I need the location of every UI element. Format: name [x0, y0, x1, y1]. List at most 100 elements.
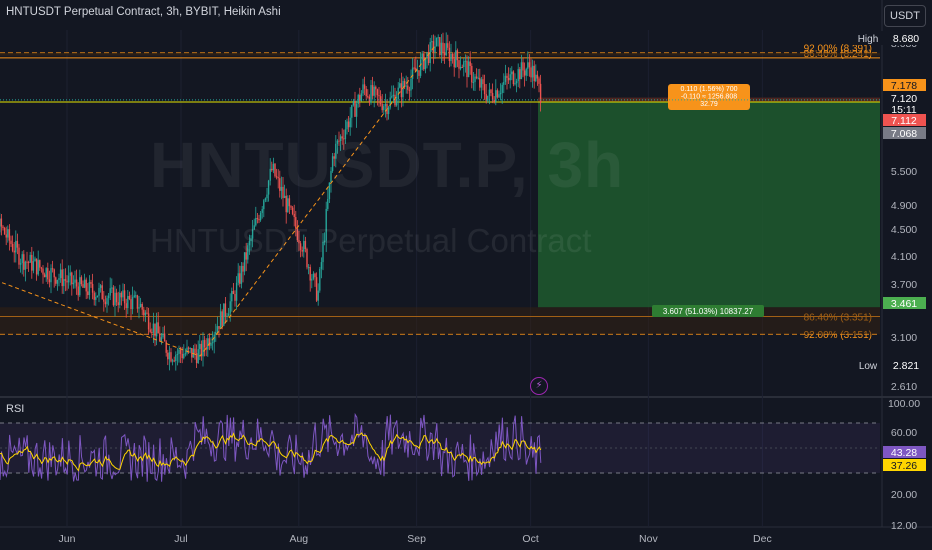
candle-body: [95, 296, 97, 300]
candle-body: [440, 42, 443, 56]
candle-body: [522, 62, 524, 71]
candle-body: [271, 168, 273, 171]
candle-body: [291, 207, 294, 214]
candle-body: [213, 334, 215, 343]
candle-body: [143, 309, 145, 316]
candle-body: [23, 254, 25, 270]
candle-body: [87, 291, 89, 296]
candle-body: [410, 78, 412, 91]
currency-button[interactable]: USDT: [884, 5, 926, 27]
price-tick: 3.700: [891, 279, 917, 291]
candle-body: [272, 163, 275, 171]
candle-body: [519, 69, 521, 80]
candle-body: [243, 252, 246, 272]
candle-body: [336, 140, 339, 144]
candle-body: [219, 311, 222, 329]
candle-body: [176, 353, 179, 355]
candle-body: [365, 88, 367, 97]
candle-body: [480, 79, 483, 88]
candle-body: [247, 245, 249, 260]
candle-body: [178, 349, 180, 354]
candle-body: [530, 67, 532, 78]
candle-body: [141, 303, 143, 310]
high-value: 8.680: [893, 33, 919, 45]
candle-body: [314, 273, 316, 278]
candle-body: [295, 217, 297, 229]
time-tick: Dec: [753, 533, 772, 545]
candle-body: [203, 340, 206, 348]
candle-body: [63, 279, 65, 287]
candle-body: [472, 81, 475, 83]
candle-body: [253, 225, 255, 230]
candle-body: [299, 243, 302, 251]
candle-body: [451, 53, 454, 59]
fib-level-label: 92.00% (3.151): [804, 330, 872, 341]
time-tick: Aug: [289, 533, 308, 545]
candle-body: [303, 240, 305, 252]
candle-body: [223, 303, 225, 326]
candle-body: [307, 267, 310, 269]
candle-body: [85, 279, 87, 292]
candle-body: [80, 277, 83, 285]
candle-body: [221, 311, 223, 326]
candle-body: [229, 301, 231, 314]
candle-body: [469, 61, 471, 66]
candle-body: [152, 323, 155, 333]
candle-body: [439, 37, 441, 56]
candle-body: [367, 96, 369, 98]
candle-body: [538, 78, 540, 84]
candle-body: [40, 267, 43, 269]
candle-body: [117, 302, 119, 306]
candle-body: [75, 279, 78, 287]
candle-body: [27, 262, 30, 264]
candle-body: [416, 70, 419, 72]
candle-body: [136, 295, 139, 309]
candle-body: [306, 249, 308, 268]
high-value-bg: [886, 31, 926, 45]
candle-body: [384, 103, 387, 107]
candle-body: [376, 89, 379, 96]
candle-body: [523, 70, 526, 76]
high-tag-bg: [852, 31, 884, 45]
candle-body: [96, 295, 99, 297]
candle-body: [293, 213, 295, 218]
candle-body: [48, 279, 51, 283]
candle-body: [160, 337, 163, 342]
candle-body: [280, 186, 283, 191]
candle-body: [139, 303, 142, 308]
candle-body: [459, 66, 462, 69]
candle-body: [114, 292, 116, 306]
candle-body: [424, 58, 427, 70]
candle-body: [111, 287, 113, 289]
price-tick: 4.500: [891, 224, 917, 236]
candle-body: [330, 171, 332, 183]
candle-body: [327, 198, 329, 209]
candle-body: [269, 168, 271, 181]
candle-body: [493, 99, 495, 102]
candle-body: [411, 67, 414, 79]
time-tick: Oct: [522, 533, 538, 545]
candle-body: [354, 100, 356, 117]
candle-body: [437, 37, 439, 39]
stop-label-text: -0.110 ≈ 1256.808: [681, 94, 737, 101]
target-label-box: [652, 305, 764, 317]
candle-body: [47, 268, 49, 280]
price-tag-bg: [883, 103, 926, 115]
candle-body: [501, 84, 503, 93]
candle-body: [66, 280, 68, 283]
candle-body: [202, 340, 204, 357]
candle-body: [32, 261, 35, 271]
candle-body: [528, 62, 531, 68]
candle-body: [144, 312, 147, 316]
candle-body: [311, 278, 313, 281]
zigzag-line: [0, 44, 436, 357]
candle-body: [207, 338, 209, 350]
candle-body: [456, 50, 459, 61]
candle-body: [381, 103, 383, 111]
candle-body: [304, 240, 307, 250]
flash-icon[interactable]: ⚡: [530, 377, 548, 395]
candle-body: [151, 331, 153, 333]
candle-body: [339, 136, 342, 141]
rsi-ma-value-bg: [883, 459, 926, 471]
